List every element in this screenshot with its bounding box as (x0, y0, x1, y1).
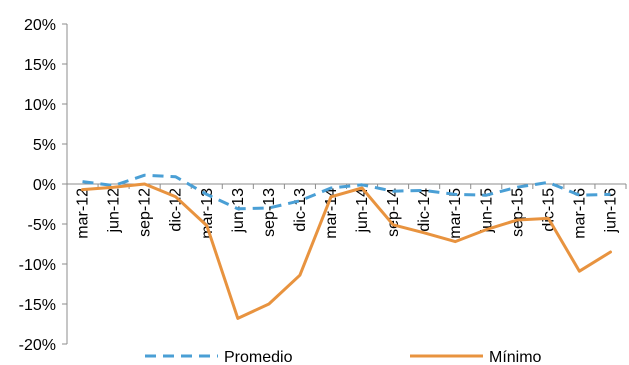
legend-label: Mínimo (489, 349, 542, 365)
x-tick-label: jun-14 (354, 188, 371, 234)
y-tick-label: 15% (24, 57, 56, 74)
y-tick-label: -10% (19, 257, 56, 274)
x-tick-label: mar-15 (447, 188, 464, 239)
y-tick-label: 5% (33, 137, 56, 154)
x-tick-label: dic-12 (168, 188, 185, 232)
x-tick-label: sep-15 (509, 188, 526, 237)
x-tick-label: mar-13 (199, 188, 216, 239)
y-tick-label: 20% (24, 17, 56, 34)
x-tick-label: dic-15 (540, 188, 557, 232)
y-tick-label: -20% (19, 337, 56, 354)
y-axis-ticks: -20% -15% -10% -5% 0% 5% 10% 15% 20% (19, 17, 67, 354)
y-tick-label: 10% (24, 97, 56, 114)
x-tick-label: sep-12 (137, 188, 154, 237)
series-line-minimo (81, 182, 612, 320)
x-tick-label: jun-15 (478, 188, 495, 234)
x-tick-label: jun-12 (106, 188, 123, 234)
legend: Promedio Mínimo (145, 349, 542, 365)
x-tick-label: mar-16 (571, 188, 588, 239)
y-tick-label: -5% (28, 217, 56, 234)
x-tick-label: mar-14 (323, 188, 340, 239)
x-tick-label: sep-13 (261, 188, 278, 237)
series-line-promedio (82, 173, 611, 211)
x-tick-label: dic-14 (416, 188, 433, 232)
series-lines (81, 173, 612, 320)
y-tick-label: 0% (33, 177, 56, 194)
x-tick-label: dic-13 (292, 188, 309, 232)
x-tick-label: jun-13 (230, 188, 247, 234)
y-tick-label: -15% (19, 297, 56, 314)
legend-label: Promedio (224, 349, 293, 365)
x-tick-label: jun-16 (602, 188, 619, 234)
x-tick-label: sep-14 (385, 188, 402, 237)
x-axis-ticks: mar-12 jun-12 sep-12 dic-12 mar-13 jun-13 sep-… (66, 184, 627, 239)
x-tick-label: mar-12 (75, 188, 92, 239)
